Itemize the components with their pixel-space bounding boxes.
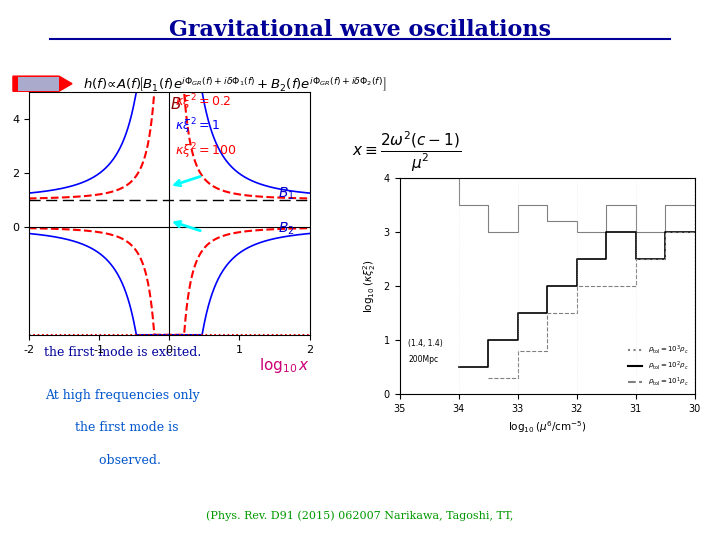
Text: At low frequencies only: At low frequencies only [48, 313, 197, 326]
Text: 200Mpc.: 200Mpc. [529, 289, 587, 302]
Y-axis label: $\log_{10}(\kappa\xi_2^2)$: $\log_{10}(\kappa\xi_2^2)$ [361, 259, 378, 313]
Text: (1.4, 1.4): (1.4, 1.4) [408, 339, 444, 348]
Text: At high frequencies only: At high frequencies only [45, 389, 199, 402]
Text: $h(f)\!\propto\! A(f)\!\left[B_1(f)e^{i\Phi_{GR}(f)+i\delta\Phi_1(f)}+B_2(f)e^{i: $h(f)\!\propto\! A(f)\!\left[B_1(f)e^{i\… [83, 75, 387, 93]
Text: the first mode is: the first mode is [67, 421, 178, 434]
Text: Gravitational wave oscillations: Gravitational wave oscillations [169, 19, 551, 41]
Text: $x \equiv \dfrac{2\omega^2(c-1)}{\mu^2}$: $x \equiv \dfrac{2\omega^2(c-1)}{\mu^2}$ [352, 130, 462, 174]
X-axis label: $\log_{10}(\mu^6/\mathrm{cm}^{-5})$: $\log_{10}(\mu^6/\mathrm{cm}^{-5})$ [508, 420, 587, 435]
Text: Detectable range of
parameters by KAGRA,
assuming NS-NS binary at: Detectable range of parameters by KAGRA,… [488, 202, 628, 232]
Text: $B_2$: $B_2$ [278, 220, 294, 237]
Text: $\kappa\xi^2 =1$: $\kappa\xi^2 =1$ [175, 117, 220, 137]
Text: the first mode is excited.: the first mode is excited. [44, 346, 201, 359]
FancyArrow shape [13, 76, 72, 91]
FancyBboxPatch shape [18, 77, 59, 91]
Text: 200Mpc: 200Mpc [408, 355, 438, 364]
Text: (Phys. Rev. D91 (2015) 062007 Narikawa, Tagoshi, TT,: (Phys. Rev. D91 (2015) 062007 Narikawa, … [207, 510, 513, 521]
X-axis label: $\log_{10}x$: $\log_{10}x$ [258, 356, 310, 375]
Text: $B_1$: $B_1$ [278, 185, 294, 201]
Legend: $\rho_{\rm tol}=10^3\rho_c$, $\rho_{\rm tol}=10^2\rho_c$, $\rho_{\rm tol}=10^1\r: $\rho_{\rm tol}=10^3\rho_c$, $\rho_{\rm … [626, 341, 691, 391]
Text: $\kappa\xi^2 =0.2$: $\kappa\xi^2 =0.2$ [175, 92, 231, 112]
FancyBboxPatch shape [19, 77, 58, 90]
Text: observed.: observed. [84, 454, 161, 467]
Text: $\kappa\xi^2 =100$: $\kappa\xi^2 =100$ [175, 141, 236, 161]
Text: $B$: $B$ [170, 96, 181, 112]
